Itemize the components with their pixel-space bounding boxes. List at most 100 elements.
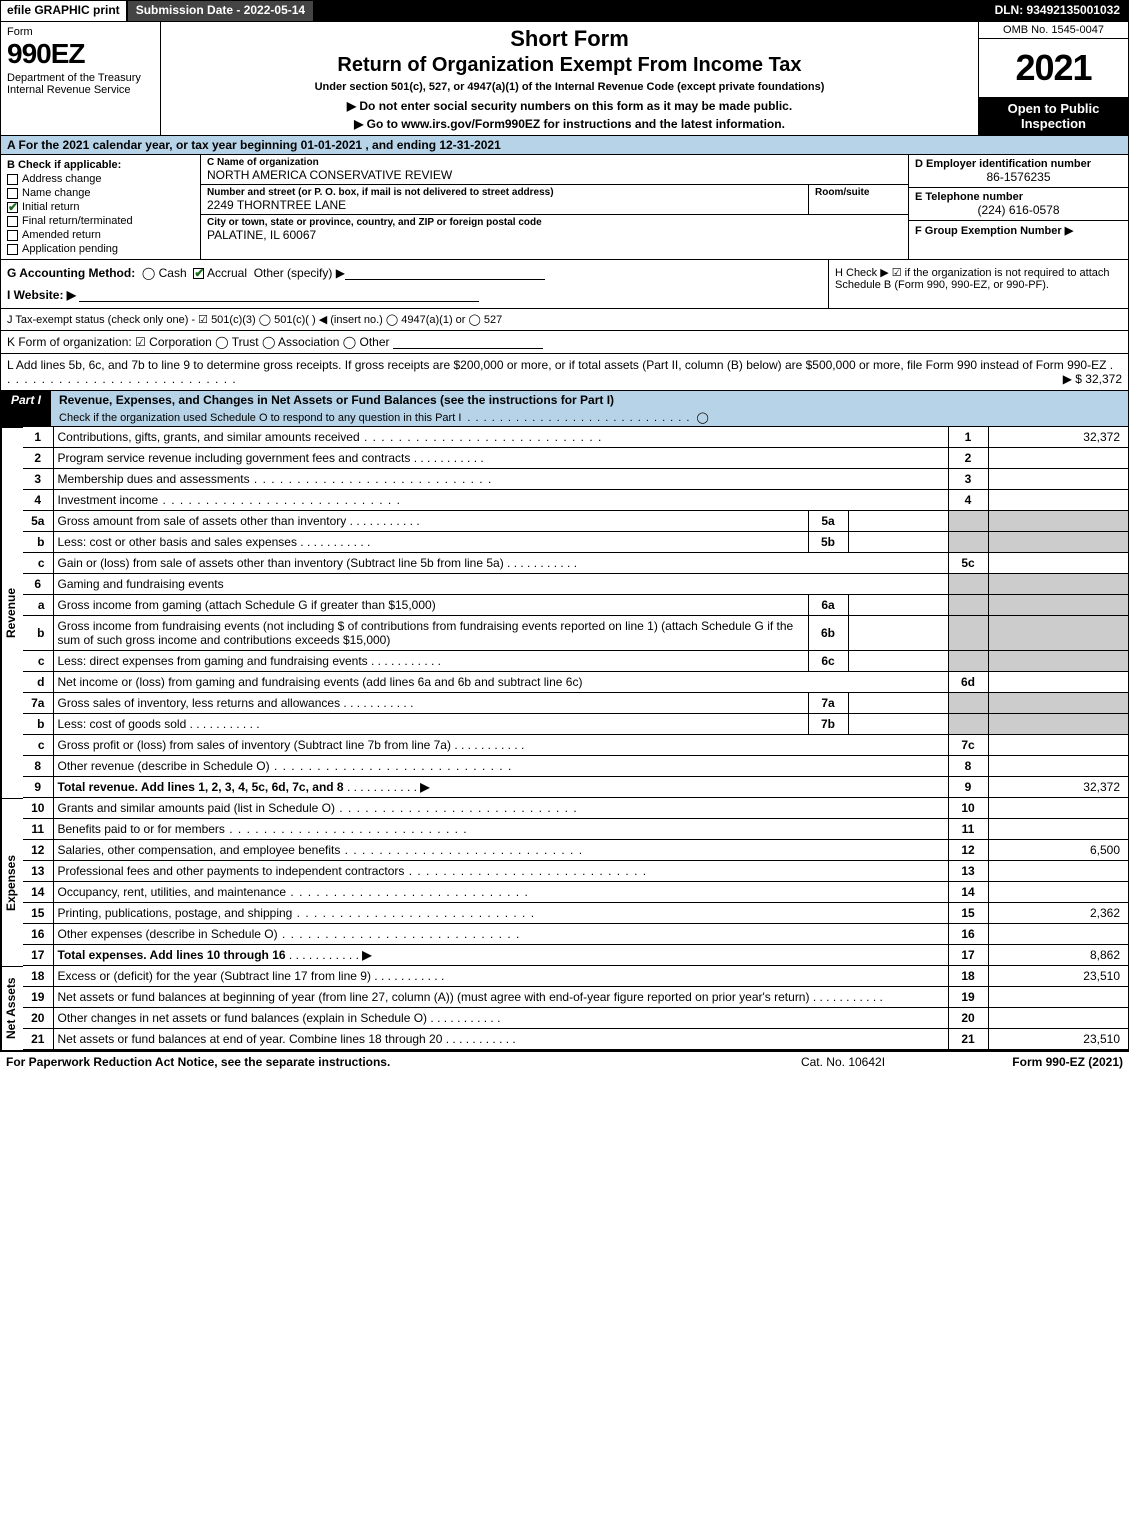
line-num: 8 xyxy=(23,756,53,777)
line-num: 4 xyxy=(23,490,53,511)
chk-name-change[interactable]: Name change xyxy=(7,187,194,199)
line-value xyxy=(988,490,1128,511)
line-desc: Other expenses (describe in Schedule O) xyxy=(53,924,948,945)
part-i-header: Part I Revenue, Expenses, and Changes in… xyxy=(1,391,1128,427)
line-num: b xyxy=(23,616,53,651)
mini-label: 7b xyxy=(808,714,848,735)
mini-value xyxy=(848,616,948,651)
city-row: City or town, state or province, country… xyxy=(201,215,908,244)
shaded-cell xyxy=(948,616,988,651)
line-desc: Gain or (loss) from sale of assets other… xyxy=(53,553,948,574)
blank-line xyxy=(79,289,479,302)
chk-address-change[interactable]: Address change xyxy=(7,173,194,185)
checkbox-icon xyxy=(7,230,18,241)
mini-value xyxy=(848,511,948,532)
line-value xyxy=(988,819,1128,840)
line-5a: 5aGross amount from sale of assets other… xyxy=(23,511,1128,532)
shaded-cell xyxy=(948,595,988,616)
line-desc: Net assets or fund balances at end of ye… xyxy=(53,1029,948,1050)
part-number: Part I xyxy=(1,391,51,426)
line-ref: 20 xyxy=(948,1008,988,1029)
chk-application-pending[interactable]: Application pending xyxy=(7,243,194,255)
shaded-cell xyxy=(988,532,1128,553)
g-label: G Accounting Method: xyxy=(7,266,135,280)
line-value xyxy=(988,861,1128,882)
line-num: 11 xyxy=(23,819,53,840)
shaded-cell xyxy=(988,616,1128,651)
department-text: Department of the Treasury Internal Reve… xyxy=(7,72,154,96)
chk-initial-return[interactable]: Initial return xyxy=(7,201,194,213)
form-word: Form xyxy=(7,26,154,38)
line-num: 17 xyxy=(23,945,53,966)
expenses-section: Expenses 10Grants and similar amounts pa… xyxy=(1,798,1128,966)
line-num: 12 xyxy=(23,840,53,861)
line-value xyxy=(988,672,1128,693)
mini-label: 5b xyxy=(808,532,848,553)
chk-amended-return[interactable]: Amended return xyxy=(7,229,194,241)
line-value xyxy=(988,553,1128,574)
line-ref: 16 xyxy=(948,924,988,945)
line-8: 8Other revenue (describe in Schedule O)8 xyxy=(23,756,1128,777)
line-value xyxy=(988,756,1128,777)
line-value: 23,510 xyxy=(988,1029,1128,1050)
shaded-cell xyxy=(988,574,1128,595)
line-desc: Less: cost of goods sold xyxy=(53,714,808,735)
line-num: 13 xyxy=(23,861,53,882)
section-bcd: B Check if applicable: Address change Na… xyxy=(1,155,1128,260)
line-num: b xyxy=(23,532,53,553)
revenue-table: 1Contributions, gifts, grants, and simil… xyxy=(23,427,1128,798)
line-6d: dNet income or (loss) from gaming and fu… xyxy=(23,672,1128,693)
k-text: K Form of organization: ☑ Corporation ◯ … xyxy=(7,335,390,349)
line-num: 14 xyxy=(23,882,53,903)
omb-number: OMB No. 1545-0047 xyxy=(979,22,1128,39)
submission-date-label: Submission Date - 2022-05-14 xyxy=(128,1,315,21)
org-name-value: NORTH AMERICA CONSERVATIVE REVIEW xyxy=(207,168,902,182)
line-desc: Less: cost or other basis and sales expe… xyxy=(53,532,808,553)
line-num: 20 xyxy=(23,1008,53,1029)
line-7a: 7aGross sales of inventory, less returns… xyxy=(23,693,1128,714)
line-ref: 7c xyxy=(948,735,988,756)
dot-leader xyxy=(467,412,690,424)
line-value xyxy=(988,987,1128,1008)
chk-label: Application pending xyxy=(22,243,118,255)
chk-label: Final return/terminated xyxy=(22,215,133,227)
chk-final-return[interactable]: Final return/terminated xyxy=(7,215,194,227)
line-desc: Occupancy, rent, utilities, and maintena… xyxy=(53,882,948,903)
line-desc: Salaries, other compensation, and employ… xyxy=(53,840,948,861)
line-desc: Contributions, gifts, grants, and simila… xyxy=(53,427,948,448)
shaded-cell xyxy=(988,595,1128,616)
checkbox-icon xyxy=(7,216,18,227)
line-14: 14Occupancy, rent, utilities, and mainte… xyxy=(23,882,1128,903)
line-desc: Gross profit or (loss) from sales of inv… xyxy=(53,735,948,756)
line-num: 3 xyxy=(23,469,53,490)
line-value: 8,862 xyxy=(988,945,1128,966)
ein-label: D Employer identification number xyxy=(915,158,1122,170)
shaded-cell xyxy=(988,651,1128,672)
line-6b: bGross income from fundraising events (n… xyxy=(23,616,1128,651)
shaded-cell xyxy=(948,532,988,553)
street-cell: Number and street (or P. O. box, if mail… xyxy=(201,185,808,214)
part-check-note: Check if the organization used Schedule … xyxy=(51,409,1128,426)
line-1: 1Contributions, gifts, grants, and simil… xyxy=(23,427,1128,448)
mini-label: 5a xyxy=(808,511,848,532)
footer-left: For Paperwork Reduction Act Notice, see … xyxy=(6,1055,743,1069)
checkbox-checked-icon xyxy=(7,202,18,213)
part-checkbox: ◯ xyxy=(696,411,708,424)
mini-label: 6b xyxy=(808,616,848,651)
mini-label: 6a xyxy=(808,595,848,616)
line-21: 21Net assets or fund balances at end of … xyxy=(23,1029,1128,1050)
line-ref: 3 xyxy=(948,469,988,490)
line-value: 6,500 xyxy=(988,840,1128,861)
line-desc: Less: direct expenses from gaming and fu… xyxy=(53,651,808,672)
line-9: 9Total revenue. Add lines 1, 2, 3, 4, 5c… xyxy=(23,777,1128,798)
net-assets-table: 18Excess or (deficit) for the year (Subt… xyxy=(23,966,1128,1050)
g-other: Other (specify) ▶ xyxy=(254,266,345,280)
room-cell: Room/suite xyxy=(808,185,908,214)
g-accrual: Accrual xyxy=(207,266,247,280)
shaded-cell xyxy=(988,693,1128,714)
page-footer: For Paperwork Reduction Act Notice, see … xyxy=(0,1051,1129,1072)
goto-link-text[interactable]: ▶ Go to www.irs.gov/Form990EZ for instru… xyxy=(169,117,970,131)
line-ref: 21 xyxy=(948,1029,988,1050)
ein-row: D Employer identification number 86-1576… xyxy=(909,155,1128,188)
form-container: Form 990EZ Department of the Treasury In… xyxy=(0,22,1129,1051)
